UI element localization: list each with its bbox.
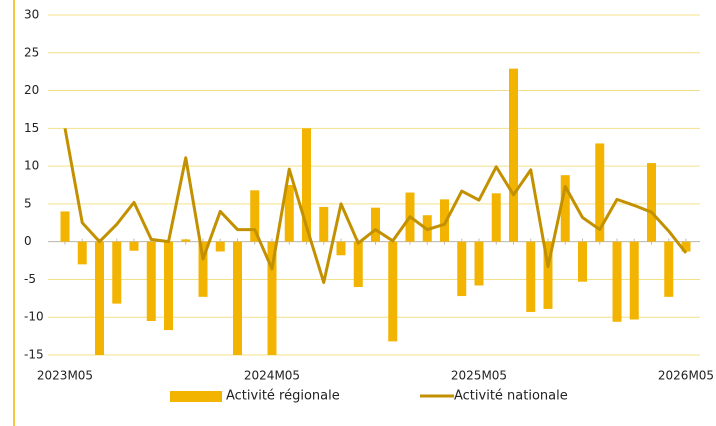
- bar: [319, 206, 329, 242]
- x-tick-label: 2026M05: [658, 369, 714, 383]
- y-tick-label: 0: [24, 234, 32, 248]
- bar: [526, 241, 536, 312]
- bar: [457, 241, 467, 297]
- bar: [560, 175, 570, 242]
- bar: [112, 241, 122, 304]
- bar: [509, 68, 518, 242]
- bar: [181, 239, 191, 242]
- bar: [474, 241, 484, 286]
- bar: [440, 199, 449, 242]
- bar: [284, 185, 294, 242]
- bar: [647, 163, 656, 242]
- legend-swatch: [170, 391, 222, 402]
- x-tick-label: 2024M05: [244, 369, 300, 383]
- y-tick-label: 30: [24, 8, 39, 22]
- bar: [198, 241, 208, 297]
- legend-label: Activité nationale: [454, 389, 568, 404]
- bar: [60, 211, 70, 242]
- y-tick-label: -5: [24, 272, 36, 286]
- x-tick-label: 2025M05: [451, 369, 507, 383]
- bar: [491, 193, 501, 242]
- y-tick-label: 10: [24, 159, 39, 173]
- line: [63, 128, 688, 284]
- bar: [77, 241, 87, 265]
- bar: [578, 241, 587, 282]
- bar: [664, 241, 674, 297]
- bar: [250, 190, 260, 242]
- y-tick-label: 25: [24, 45, 39, 59]
- bar: [233, 241, 242, 355]
- bar: [543, 241, 553, 309]
- y-tick-label: 15: [24, 121, 39, 135]
- bar: [215, 241, 225, 252]
- y-tick-label: 20: [24, 83, 39, 97]
- bar: [388, 241, 398, 342]
- bar: [129, 241, 139, 251]
- bar: [353, 241, 363, 287]
- bar: [336, 241, 346, 256]
- bar: [164, 241, 173, 331]
- legend-label: Activité régionale: [226, 389, 340, 404]
- bar: [595, 143, 605, 242]
- x-tick-label: 2023M05: [37, 369, 93, 383]
- bar: [629, 241, 639, 320]
- bar: [146, 241, 156, 321]
- bar: [612, 241, 622, 322]
- bar: [681, 241, 691, 252]
- y-tick-label: 5: [24, 196, 32, 210]
- bar: [371, 207, 380, 242]
- bar: [302, 128, 311, 242]
- bar: [95, 241, 104, 355]
- y-tick-label: -10: [24, 310, 44, 324]
- bar: [267, 241, 277, 355]
- y-tick-label: -15: [24, 348, 44, 362]
